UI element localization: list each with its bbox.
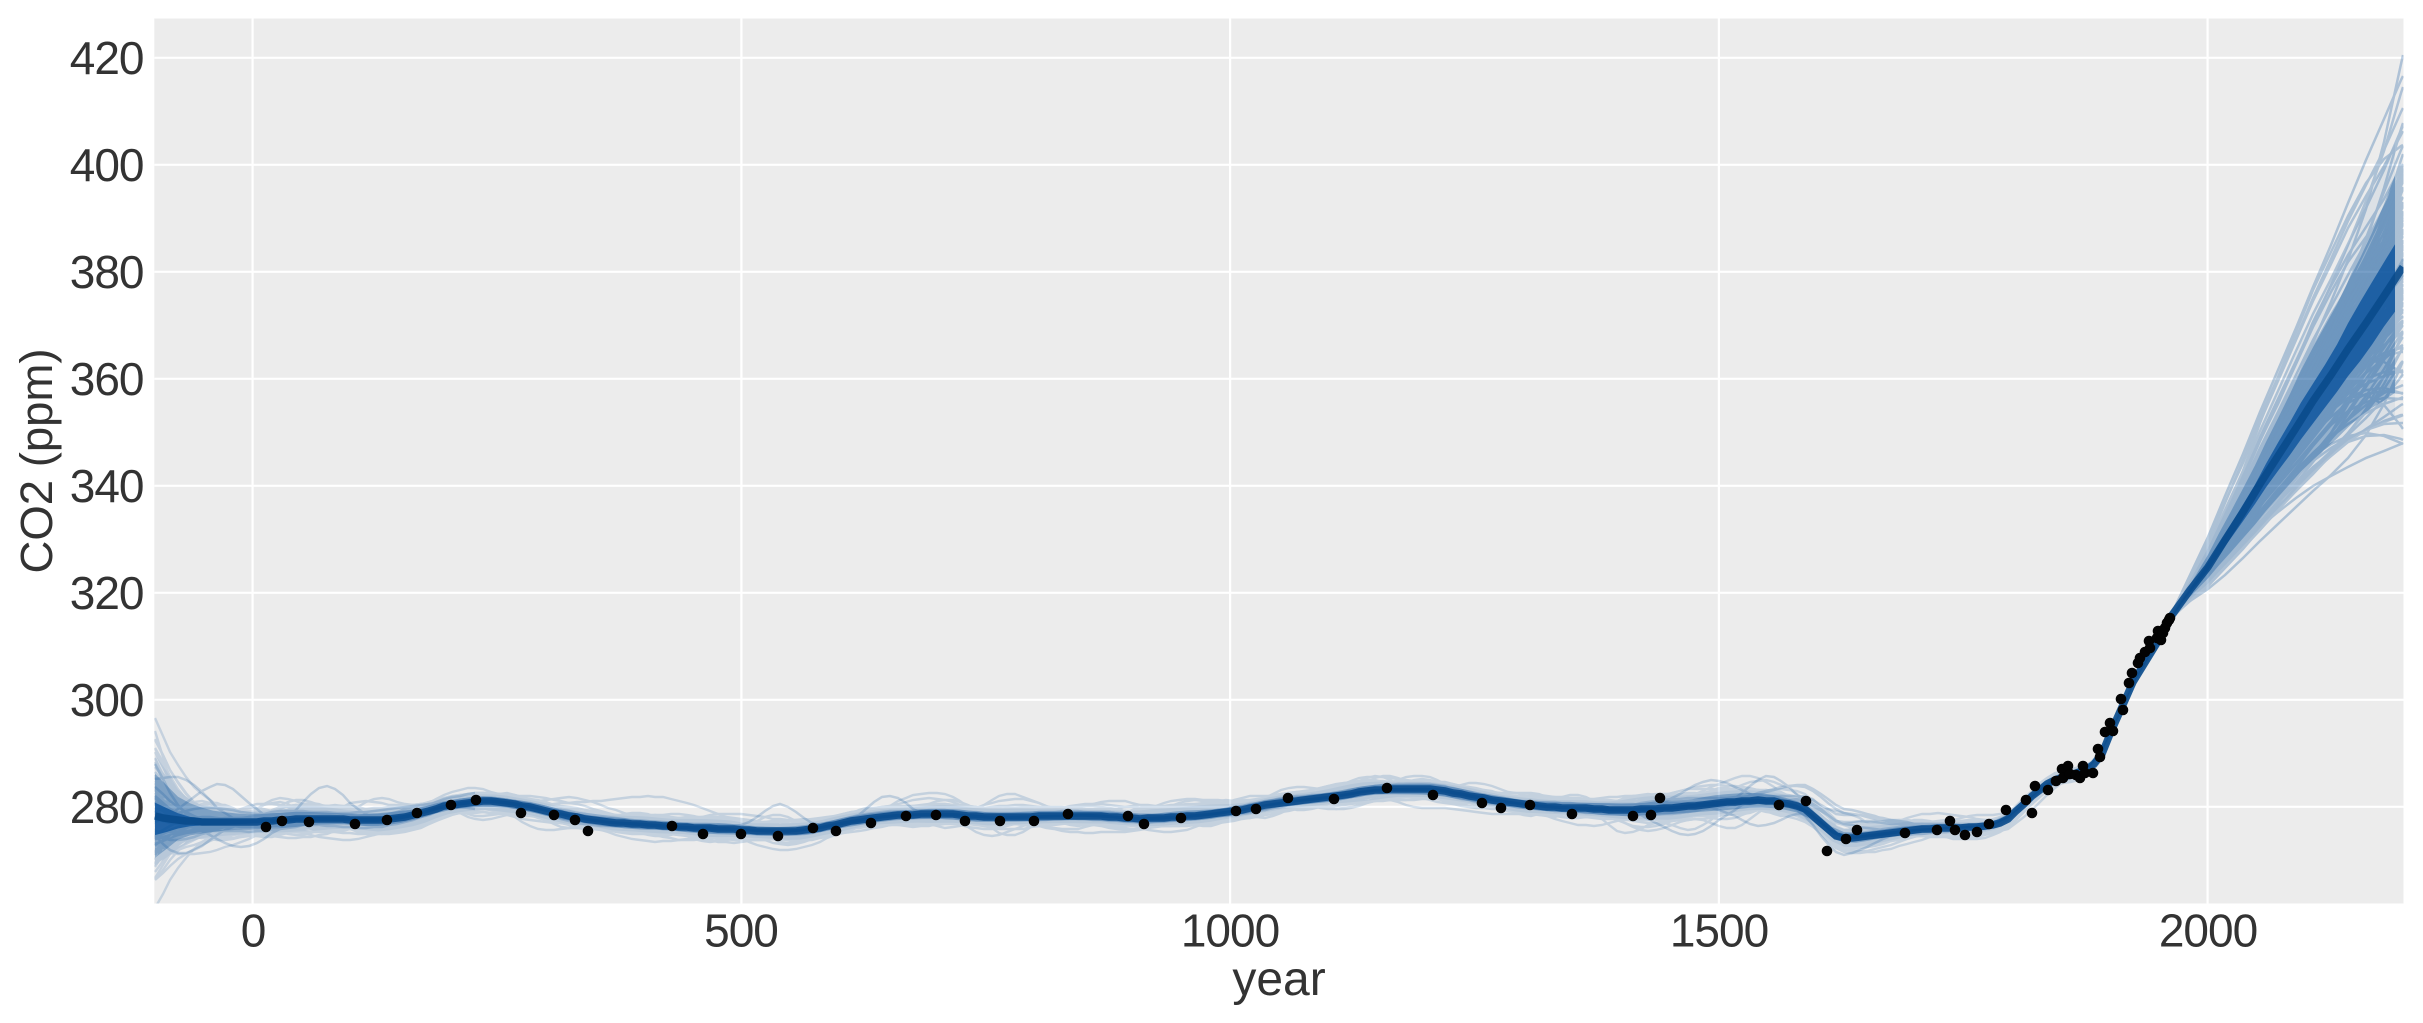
svg-text:year: year	[1232, 953, 1325, 1006]
svg-text:420: 420	[70, 32, 144, 84]
svg-text:1500: 1500	[1670, 905, 1768, 957]
svg-text:2000: 2000	[2159, 905, 2257, 957]
svg-text:320: 320	[70, 567, 144, 619]
svg-text:1000: 1000	[1181, 905, 1279, 957]
svg-text:500: 500	[704, 905, 778, 957]
svg-text:CO2 (ppm): CO2 (ppm)	[11, 348, 62, 573]
svg-text:380: 380	[70, 246, 144, 298]
svg-text:400: 400	[70, 139, 144, 191]
svg-text:300: 300	[70, 674, 144, 726]
svg-text:360: 360	[70, 353, 144, 405]
svg-text:280: 280	[70, 781, 144, 833]
svg-text:340: 340	[70, 460, 144, 512]
svg-text:0: 0	[241, 905, 266, 957]
